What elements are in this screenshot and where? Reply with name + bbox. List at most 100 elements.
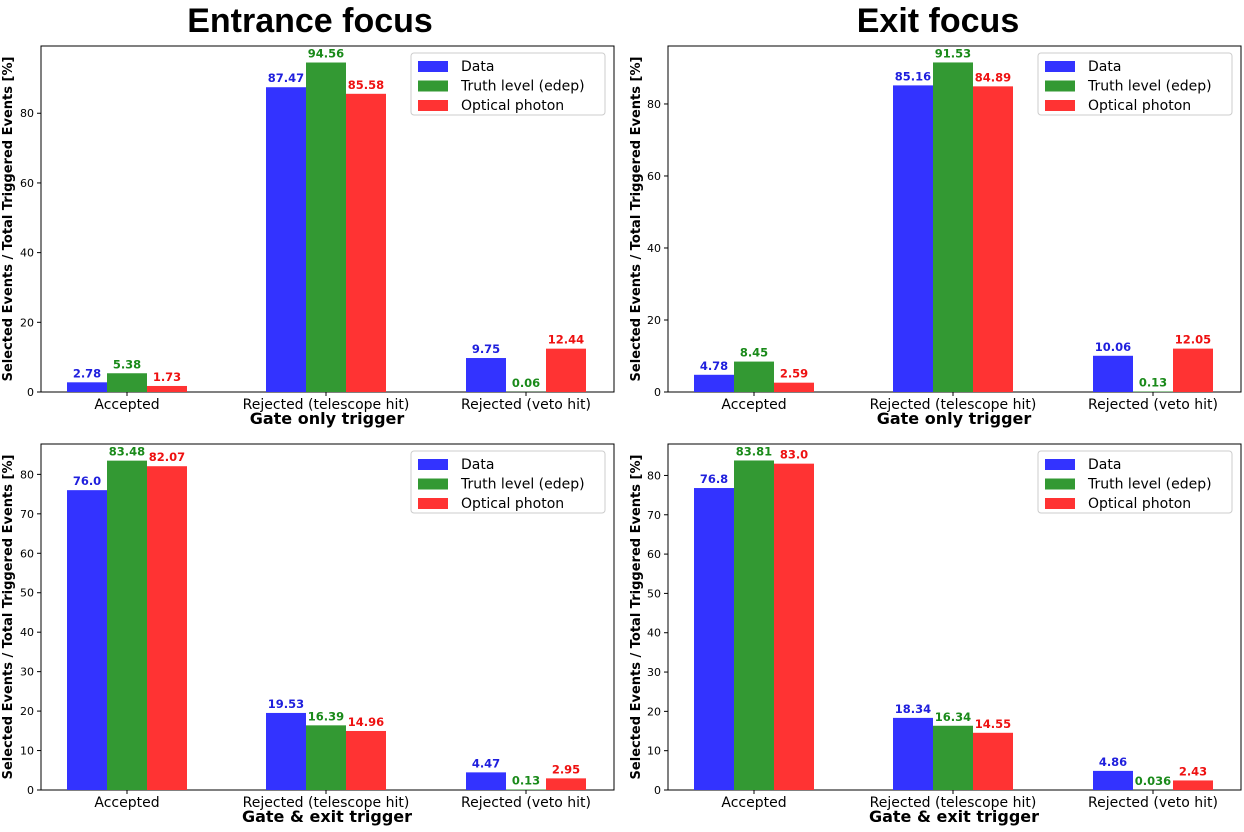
data-label-truth: 94.56	[308, 47, 344, 61]
legend-box	[1037, 450, 1233, 514]
data-label-data: 4.78	[700, 359, 728, 373]
x-tick-label: Accepted	[721, 397, 786, 413]
x-axis-label: Gate & exit trigger	[242, 807, 412, 826]
y-tick-label: 20	[20, 705, 34, 718]
bar-optical	[147, 385, 187, 392]
data-label-truth: 0.13	[512, 773, 540, 787]
data-label-truth: 91.53	[935, 46, 971, 60]
data-label-data: 9.75	[472, 342, 500, 356]
data-label-optical: 14.55	[975, 717, 1011, 731]
legend-swatch-optical	[418, 498, 448, 509]
y-tick-label: 40	[647, 242, 661, 255]
bar-data	[893, 85, 933, 392]
y-tick-label: 30	[20, 666, 34, 679]
data-label-data: 76.8	[700, 472, 728, 486]
legend-swatch-truth	[418, 80, 448, 92]
legend-swatch-truth	[1045, 80, 1075, 92]
bar-optical	[546, 348, 586, 392]
legend-swatch-optical	[1045, 498, 1075, 509]
data-label-truth: 83.48	[109, 445, 145, 459]
y-axis-label: Selected Events / Total Triggered Events…	[629, 57, 644, 382]
bar-data	[466, 358, 506, 392]
y-tick-label: 10	[647, 745, 661, 758]
bar-truth	[107, 373, 147, 392]
bar-truth	[734, 361, 774, 392]
x-axis-label: Gate & exit trigger	[869, 807, 1039, 826]
x-tick-label: Accepted	[721, 795, 786, 811]
y-tick-label: 20	[647, 705, 661, 718]
legend-swatch-data	[418, 61, 448, 72]
x-axis-label: Gate only trigger	[877, 409, 1032, 428]
x-tick-label: Rejected (telescope hit)	[870, 795, 1037, 811]
legend-box	[410, 450, 606, 514]
y-tick-label: 60	[647, 170, 661, 183]
bar-optical	[973, 732, 1013, 790]
x-axis-label: Gate only trigger	[250, 409, 405, 428]
y-tick-label: 60	[20, 177, 34, 190]
legend-label-optical: Optical photon	[461, 98, 564, 114]
data-label-data: 76.0	[73, 474, 101, 488]
bar-truth	[506, 789, 546, 790]
legend-label-truth: Truth level (edep)	[460, 79, 585, 95]
data-label-data: 85.16	[895, 69, 931, 83]
data-label-truth: 0.13	[1139, 376, 1167, 390]
data-label-optical: 83.0	[780, 448, 808, 462]
y-tick-label: 70	[20, 508, 34, 521]
legend-box	[410, 52, 606, 116]
data-label-data: 4.86	[1099, 755, 1127, 769]
x-tick-label: Rejected (veto hit)	[461, 397, 591, 413]
y-tick-label: 10	[20, 745, 34, 758]
y-tick-label: 80	[647, 98, 661, 111]
bar-data	[67, 382, 107, 392]
bar-data	[1093, 355, 1133, 392]
y-tick-label: 70	[647, 509, 661, 522]
y-tick-label: 50	[647, 587, 661, 600]
bar-data	[266, 712, 306, 790]
bar-truth	[107, 460, 147, 790]
legend-label-data: Data	[1088, 59, 1121, 75]
y-tick-label: 80	[647, 469, 661, 482]
bar-optical	[774, 382, 814, 392]
bar-optical	[774, 463, 814, 790]
y-tick-label: 40	[647, 627, 661, 640]
data-label-data: 19.53	[268, 697, 304, 711]
y-tick-label: 60	[647, 548, 661, 561]
entrance-focus-title: Entrance focus	[187, 2, 433, 40]
legend-label-data: Data	[461, 59, 494, 75]
y-tick-label: 0	[27, 386, 34, 399]
legend-label-optical: Optical photon	[1088, 496, 1191, 512]
legend-label-truth: Truth level (edep)	[1087, 79, 1212, 95]
bar-optical	[973, 86, 1013, 393]
legend-swatch-data	[1045, 459, 1075, 470]
data-label-optical: 82.07	[149, 450, 185, 464]
chart-panel-1: 0 20 40 60 80 Selected Events / Total Trigger…	[1, 45, 615, 428]
y-tick-label: 80	[20, 107, 34, 120]
legend-box	[1037, 52, 1233, 116]
data-label-optical: 84.89	[975, 70, 1011, 84]
data-label-optical: 2.95	[552, 762, 580, 776]
x-tick-label: Rejected (telescope hit)	[243, 795, 410, 811]
chart-panel-3: 0 10 20 30 40 50 60 70 80 Selected Events / Total…	[1, 443, 615, 826]
legend-label-truth: Truth level (edep)	[1087, 477, 1212, 493]
legend-swatch-data	[1045, 61, 1075, 72]
data-label-optical: 14.96	[348, 715, 384, 729]
y-tick-label: 0	[654, 784, 661, 797]
y-tick-label: 50	[20, 587, 34, 600]
legend-swatch-optical	[1045, 100, 1075, 111]
bar-optical	[346, 730, 386, 790]
bar-data	[694, 374, 734, 392]
data-label-data: 2.78	[73, 366, 101, 380]
data-label-truth: 5.38	[113, 357, 141, 371]
x-tick-label: Rejected (veto hit)	[1088, 795, 1218, 811]
bar-optical	[147, 466, 187, 790]
bar-truth	[933, 62, 973, 392]
legend-swatch-truth	[1045, 478, 1075, 490]
y-tick-label: 0	[27, 784, 34, 797]
y-tick-label: 60	[20, 547, 34, 560]
bar-optical	[546, 778, 586, 790]
bar-optical	[1173, 780, 1213, 790]
x-tick-label: Accepted	[94, 397, 159, 413]
bar-data	[694, 488, 734, 790]
legend-swatch-data	[418, 459, 448, 470]
